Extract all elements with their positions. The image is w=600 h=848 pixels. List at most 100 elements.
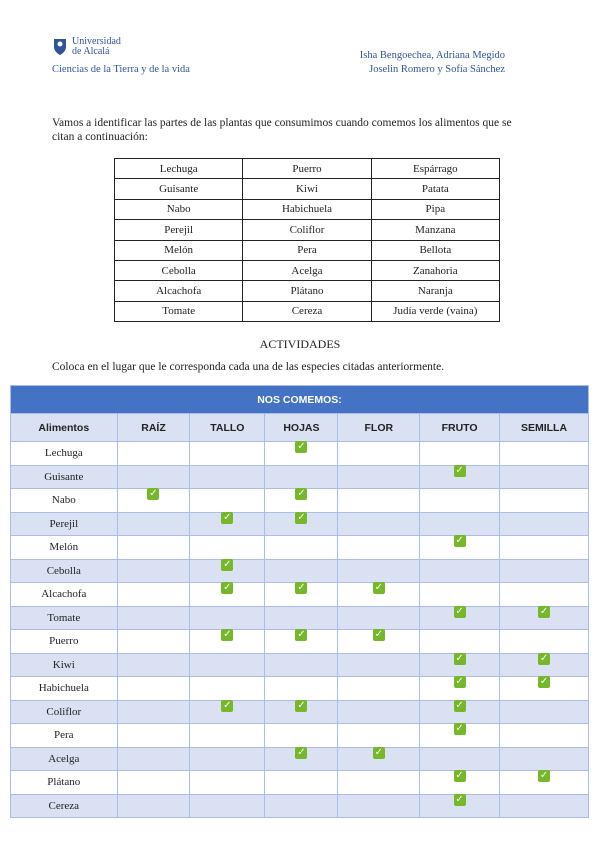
answer-cell[interactable] <box>419 629 501 654</box>
answer-cell[interactable] <box>499 699 589 724</box>
answer-cell[interactable] <box>189 535 266 560</box>
answer-cell[interactable] <box>499 511 589 536</box>
answer-cell[interactable]: ✓ <box>264 488 339 513</box>
answer-cell[interactable]: ✓ <box>264 441 339 466</box>
check-mark-icon: ✓ <box>295 488 308 501</box>
answer-cell[interactable] <box>419 746 501 771</box>
answer-cell[interactable] <box>189 488 266 513</box>
answer-cell[interactable] <box>264 558 339 583</box>
answer-cell[interactable]: ✓ <box>419 605 501 630</box>
answer-cell[interactable] <box>499 629 589 654</box>
answer-cell[interactable] <box>337 464 421 489</box>
answer-cell[interactable]: ✓ <box>264 511 339 536</box>
answer-cell[interactable] <box>419 441 501 466</box>
answer-cell[interactable] <box>499 723 589 748</box>
answer-cell[interactable]: ✓ <box>499 770 589 795</box>
answer-cell[interactable] <box>189 676 266 701</box>
answer-cell[interactable] <box>116 441 191 466</box>
answer-cell[interactable] <box>189 605 266 630</box>
answer-cell[interactable] <box>116 676 191 701</box>
answer-cell[interactable]: ✓ <box>419 723 501 748</box>
answer-cell[interactable]: ✓ <box>264 699 339 724</box>
answer-cell[interactable] <box>419 558 501 583</box>
answer-cell[interactable] <box>264 793 339 818</box>
answer-cell[interactable]: ✓ <box>337 582 421 607</box>
answer-cell[interactable]: ✓ <box>499 676 589 701</box>
answer-cell[interactable]: ✓ <box>499 605 589 630</box>
answer-cell[interactable] <box>337 770 421 795</box>
answer-cell[interactable] <box>499 488 589 513</box>
answer-cell[interactable]: ✓ <box>419 793 501 818</box>
answer-cell[interactable]: ✓ <box>419 535 501 560</box>
answer-cell[interactable] <box>499 441 589 466</box>
answer-cell[interactable] <box>116 629 191 654</box>
answer-cell[interactable] <box>499 582 589 607</box>
answer-cell[interactable] <box>116 605 191 630</box>
answer-cell[interactable]: ✓ <box>419 464 501 489</box>
answer-cell[interactable] <box>264 605 339 630</box>
answer-cell[interactable] <box>116 746 191 771</box>
answer-cell[interactable] <box>116 535 191 560</box>
answer-cell[interactable] <box>264 723 339 748</box>
answer-cell[interactable] <box>264 535 339 560</box>
answer-cell[interactable] <box>499 535 589 560</box>
check-mark-icon: ✓ <box>453 652 466 665</box>
answer-cell[interactable] <box>116 793 191 818</box>
answer-cell[interactable] <box>116 723 191 748</box>
answer-cell[interactable]: ✓ <box>337 746 421 771</box>
answer-cell[interactable] <box>499 464 589 489</box>
answer-cell[interactable] <box>337 676 421 701</box>
answer-cell[interactable]: ✓ <box>419 676 501 701</box>
answer-cell[interactable] <box>337 558 421 583</box>
answer-cell[interactable] <box>337 793 421 818</box>
check-mark-icon: ✓ <box>295 746 308 759</box>
answer-cell[interactable] <box>264 770 339 795</box>
answer-cell[interactable] <box>337 652 421 677</box>
answer-cell[interactable]: ✓ <box>337 629 421 654</box>
answer-cell[interactable]: ✓ <box>419 652 501 677</box>
answer-cell[interactable] <box>189 793 266 818</box>
answer-cell[interactable]: ✓ <box>264 746 339 771</box>
answer-cell[interactable] <box>499 746 589 771</box>
answer-cell[interactable]: ✓ <box>189 511 266 536</box>
answer-cell[interactable] <box>337 535 421 560</box>
answer-cell[interactable] <box>116 582 191 607</box>
answer-cell[interactable] <box>264 676 339 701</box>
answer-cell[interactable] <box>337 488 421 513</box>
answer-cell[interactable] <box>337 699 421 724</box>
answer-cell[interactable] <box>337 723 421 748</box>
answer-cell[interactable] <box>419 488 501 513</box>
answer-cell[interactable] <box>264 464 339 489</box>
answer-cell[interactable] <box>499 793 589 818</box>
answer-cell[interactable]: ✓ <box>419 770 501 795</box>
answer-cell[interactable]: ✓ <box>189 629 266 654</box>
answer-cell[interactable]: ✓ <box>189 558 266 583</box>
answer-cell[interactable] <box>419 511 501 536</box>
answer-cell[interactable] <box>116 511 191 536</box>
answer-cell[interactable] <box>499 558 589 583</box>
answer-cell[interactable] <box>189 652 266 677</box>
answer-cell[interactable] <box>419 582 501 607</box>
answer-cell[interactable] <box>116 558 191 583</box>
answer-cell[interactable] <box>116 699 191 724</box>
answer-cell[interactable]: ✓ <box>189 582 266 607</box>
answer-cell[interactable]: ✓ <box>499 652 589 677</box>
answer-cell[interactable] <box>337 511 421 536</box>
answer-cell[interactable]: ✓ <box>116 488 191 513</box>
answer-cell[interactable] <box>264 652 339 677</box>
answer-cell[interactable] <box>189 746 266 771</box>
answer-cell[interactable]: ✓ <box>419 699 501 724</box>
answer-cell[interactable] <box>189 441 266 466</box>
answer-cell[interactable] <box>116 770 191 795</box>
answer-cell[interactable]: ✓ <box>264 582 339 607</box>
answer-cell[interactable] <box>189 770 266 795</box>
answer-cell[interactable]: ✓ <box>189 699 266 724</box>
answer-cell[interactable]: ✓ <box>264 629 339 654</box>
answer-cell[interactable] <box>116 652 191 677</box>
answer-cell[interactable] <box>116 464 191 489</box>
food-cell: Naranja <box>370 280 501 302</box>
answer-cell[interactable] <box>189 723 266 748</box>
answer-cell[interactable] <box>337 441 421 466</box>
answer-cell[interactable] <box>337 605 421 630</box>
answer-cell[interactable] <box>189 464 266 489</box>
